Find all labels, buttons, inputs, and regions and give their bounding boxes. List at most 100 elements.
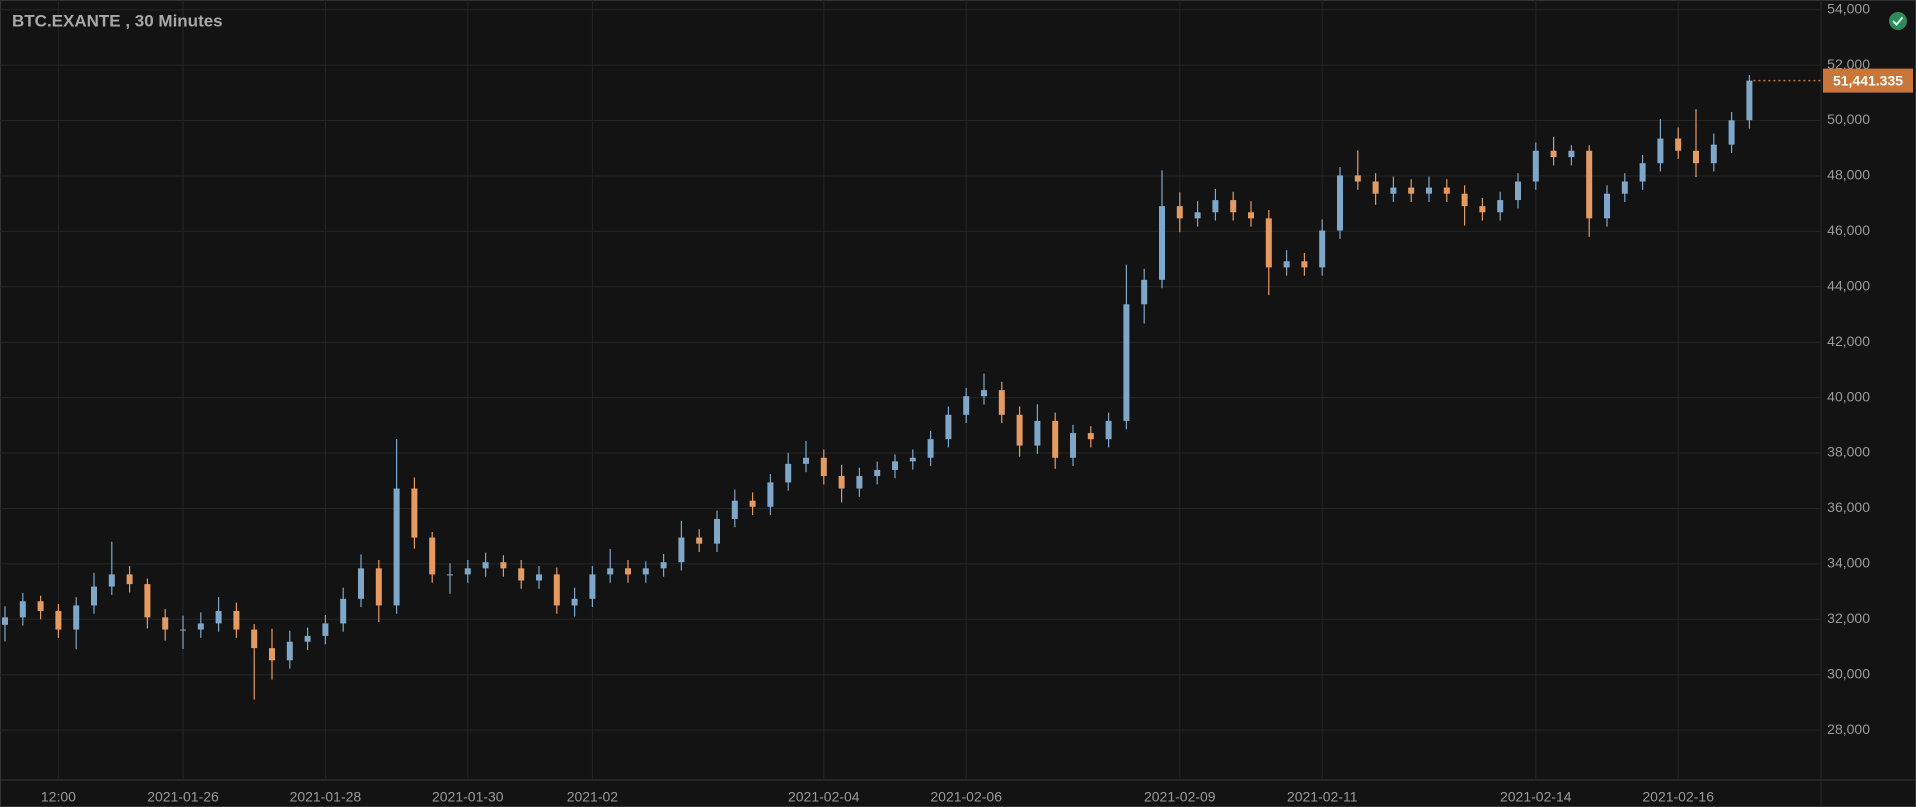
y-tick-label: 38,000 xyxy=(1827,444,1870,460)
candle-body xyxy=(269,648,275,661)
candle-body xyxy=(322,623,329,636)
candle-body xyxy=(1354,175,1361,182)
candle-body xyxy=(1497,200,1504,213)
candle-body xyxy=(1194,212,1201,219)
candle-body xyxy=(464,568,471,575)
candle-body xyxy=(998,390,1005,415)
y-tick-label: 32,000 xyxy=(1827,610,1870,626)
candle-body xyxy=(1568,150,1575,158)
candle-body xyxy=(660,562,667,569)
candle-body xyxy=(429,537,436,575)
candle-body xyxy=(180,629,186,631)
candle-body xyxy=(1123,304,1130,421)
last-price-label: 51,441.335 xyxy=(1833,72,1903,88)
candle-body xyxy=(482,562,489,569)
candle-body xyxy=(553,574,560,606)
y-tick-label: 46,000 xyxy=(1827,222,1870,238)
x-tick-label: 12:00 xyxy=(41,789,76,805)
candle-body xyxy=(1337,175,1343,231)
candle-body xyxy=(1426,187,1432,194)
status-icon[interactable] xyxy=(1889,12,1907,30)
candle-body xyxy=(340,598,347,624)
candles xyxy=(2,75,1753,700)
candle-body xyxy=(393,488,400,606)
y-tick-label: 50,000 xyxy=(1827,111,1870,127)
last-price-box xyxy=(1823,68,1913,93)
candle-body xyxy=(233,610,240,630)
candle-body xyxy=(1550,150,1557,158)
candle-body xyxy=(981,390,987,397)
candle-body xyxy=(731,500,738,519)
y-tick-label: 28,000 xyxy=(1827,721,1870,737)
x-tick-label: 2021-02 xyxy=(567,789,619,805)
candle-body xyxy=(1087,433,1094,440)
candle-body xyxy=(927,439,934,458)
candle-body xyxy=(1372,181,1379,194)
candle-body xyxy=(749,500,756,507)
candle-body xyxy=(571,598,578,606)
candle-body xyxy=(1693,150,1699,164)
candle-body xyxy=(874,469,881,477)
candle-body xyxy=(304,635,311,642)
y-tick-label: 40,000 xyxy=(1827,388,1870,404)
candle-body xyxy=(1657,138,1664,164)
candle-body xyxy=(1159,206,1165,280)
candle-body xyxy=(714,518,720,544)
candle-body xyxy=(1319,230,1326,268)
candle-body xyxy=(1675,138,1682,151)
x-tick-label: 2021-01-28 xyxy=(290,789,362,805)
candle-body xyxy=(1746,80,1753,121)
candle-body xyxy=(1515,181,1521,201)
candle-body xyxy=(1604,193,1610,219)
candle-body xyxy=(1586,150,1593,219)
candle-body xyxy=(500,562,507,569)
candle-body xyxy=(162,617,169,630)
y-tick-label: 34,000 xyxy=(1827,555,1870,571)
candle-body xyxy=(91,586,97,606)
candle-body xyxy=(411,488,418,538)
candle-body xyxy=(197,623,204,630)
candle-body xyxy=(37,601,44,611)
candle-body xyxy=(820,457,827,477)
candle-body xyxy=(838,476,845,489)
candle-body xyxy=(1052,420,1059,458)
x-tick-label: 2021-02-06 xyxy=(930,789,1002,805)
candle-body xyxy=(108,574,115,587)
candle-body xyxy=(1461,193,1468,207)
grid xyxy=(0,0,1821,780)
candle-body xyxy=(251,629,258,649)
candle-body xyxy=(625,568,631,575)
x-tick-label: 2021-02-14 xyxy=(1500,789,1572,805)
x-tick-label: 2021-01-30 xyxy=(432,789,504,805)
candle-body xyxy=(536,574,542,581)
candle-body xyxy=(1248,212,1254,219)
candle-body xyxy=(696,537,703,544)
candle-body xyxy=(2,617,8,625)
candle-body xyxy=(1070,433,1076,458)
candle-body xyxy=(1479,206,1486,213)
labels: 28,000 30,000 32,000 34,000 36,000 38,000 40,0… xyxy=(41,0,1913,805)
candle-body xyxy=(1710,144,1717,164)
y-tick-label: 30,000 xyxy=(1827,665,1870,681)
candle-body xyxy=(767,482,774,507)
y-tick-label: 44,000 xyxy=(1827,277,1870,293)
candle-body xyxy=(1034,420,1041,446)
y-tick-label: 42,000 xyxy=(1827,333,1870,349)
x-tick-label: 2021-02-09 xyxy=(1144,789,1216,805)
x-tick-label: 2021-02-16 xyxy=(1642,789,1714,805)
candle-body xyxy=(447,574,453,576)
candle-body xyxy=(642,568,649,575)
candle-body xyxy=(1408,187,1415,194)
candle-body xyxy=(1621,181,1628,194)
candle-body xyxy=(1532,150,1539,182)
candle-body xyxy=(909,457,916,462)
candle-body xyxy=(1016,414,1023,446)
candle-body xyxy=(144,584,151,618)
candle-body xyxy=(215,610,222,624)
candle-body xyxy=(1443,187,1450,194)
candle-body xyxy=(1390,187,1397,194)
status-check xyxy=(1892,16,1904,26)
